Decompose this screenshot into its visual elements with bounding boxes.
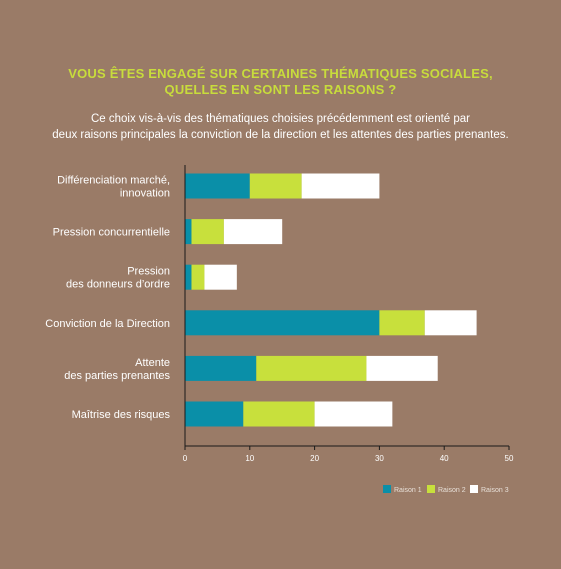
bar-6-raison-2 xyxy=(243,401,315,427)
category-label-2-line-1: Pression concurrentielle xyxy=(53,227,170,239)
category-label-5-line-1: Attente xyxy=(135,357,170,369)
bar-1-raison-2 xyxy=(249,173,302,199)
x-tick-label-30: 30 xyxy=(375,454,384,463)
legend-swatch-raison-3 xyxy=(470,485,478,493)
category-label-1-line-2: innovation xyxy=(120,188,170,200)
bar-5-raison-3 xyxy=(366,355,438,381)
x-axis: 0 10 20 30 40 50 xyxy=(183,165,514,463)
bar-3-raison-3 xyxy=(204,264,237,290)
bar-2-raison-2 xyxy=(191,219,224,245)
bar-5-raison-1 xyxy=(185,355,257,381)
category-label-6-line-1: Maîtrise des risques xyxy=(72,409,171,421)
legend: Raison 1 Raison 2 Raison 3 xyxy=(383,485,509,494)
legend-swatch-raison-1 xyxy=(383,485,391,493)
chart-subtitle-line-2: deux raisons principales la conviction d… xyxy=(52,129,509,141)
bar-3-raison-1 xyxy=(185,264,192,290)
bar-1-raison-3 xyxy=(301,173,380,199)
bar-1-raison-1 xyxy=(185,173,250,199)
x-tick-label-0: 0 xyxy=(183,454,188,463)
legend-label-raison-1: Raison 1 xyxy=(394,487,422,494)
chart-title-line-2: QUELLES EN SONT LES RAISONS ? xyxy=(164,82,397,97)
bar-6-raison-1 xyxy=(185,401,244,427)
bar-3-raison-2 xyxy=(191,264,205,290)
chart-title-line-1: VOUS ÊTES ENGAGÉ SUR CERTAINES THÉMATIQU… xyxy=(68,66,493,81)
bar-2-raison-3 xyxy=(223,219,283,245)
legend-label-raison-3: Raison 3 xyxy=(481,487,509,494)
bar-4-raison-3 xyxy=(424,310,477,336)
bar-2-raison-1 xyxy=(185,219,192,245)
bars-group xyxy=(185,173,477,427)
legend-label-raison-2: Raison 2 xyxy=(438,487,466,494)
category-label-5-line-2: des parties prenantes xyxy=(64,370,170,382)
x-tick-label-20: 20 xyxy=(310,454,319,463)
x-tick-label-40: 40 xyxy=(440,454,449,463)
category-label-4-line-1: Conviction de la Direction xyxy=(45,318,170,330)
category-labels-group: Différenciation marché,innovation Pressio… xyxy=(45,175,170,422)
category-label-3-line-2: des donneurs d’ordre xyxy=(66,279,170,291)
bar-5-raison-2 xyxy=(256,355,367,381)
legend-swatch-raison-2 xyxy=(427,485,435,493)
bar-6-raison-3 xyxy=(314,401,393,427)
x-tick-label-10: 10 xyxy=(245,454,254,463)
bar-4-raison-2 xyxy=(379,310,425,336)
x-tick-label-50: 50 xyxy=(505,454,514,463)
category-label-1-line-1: Différenciation marché, xyxy=(57,175,170,187)
category-label-3-line-1: Pression xyxy=(127,266,170,278)
chart-subtitle-line-1: Ce choix vis-à-vis des thématiques chois… xyxy=(90,113,471,125)
bar-4-raison-1 xyxy=(185,310,380,336)
